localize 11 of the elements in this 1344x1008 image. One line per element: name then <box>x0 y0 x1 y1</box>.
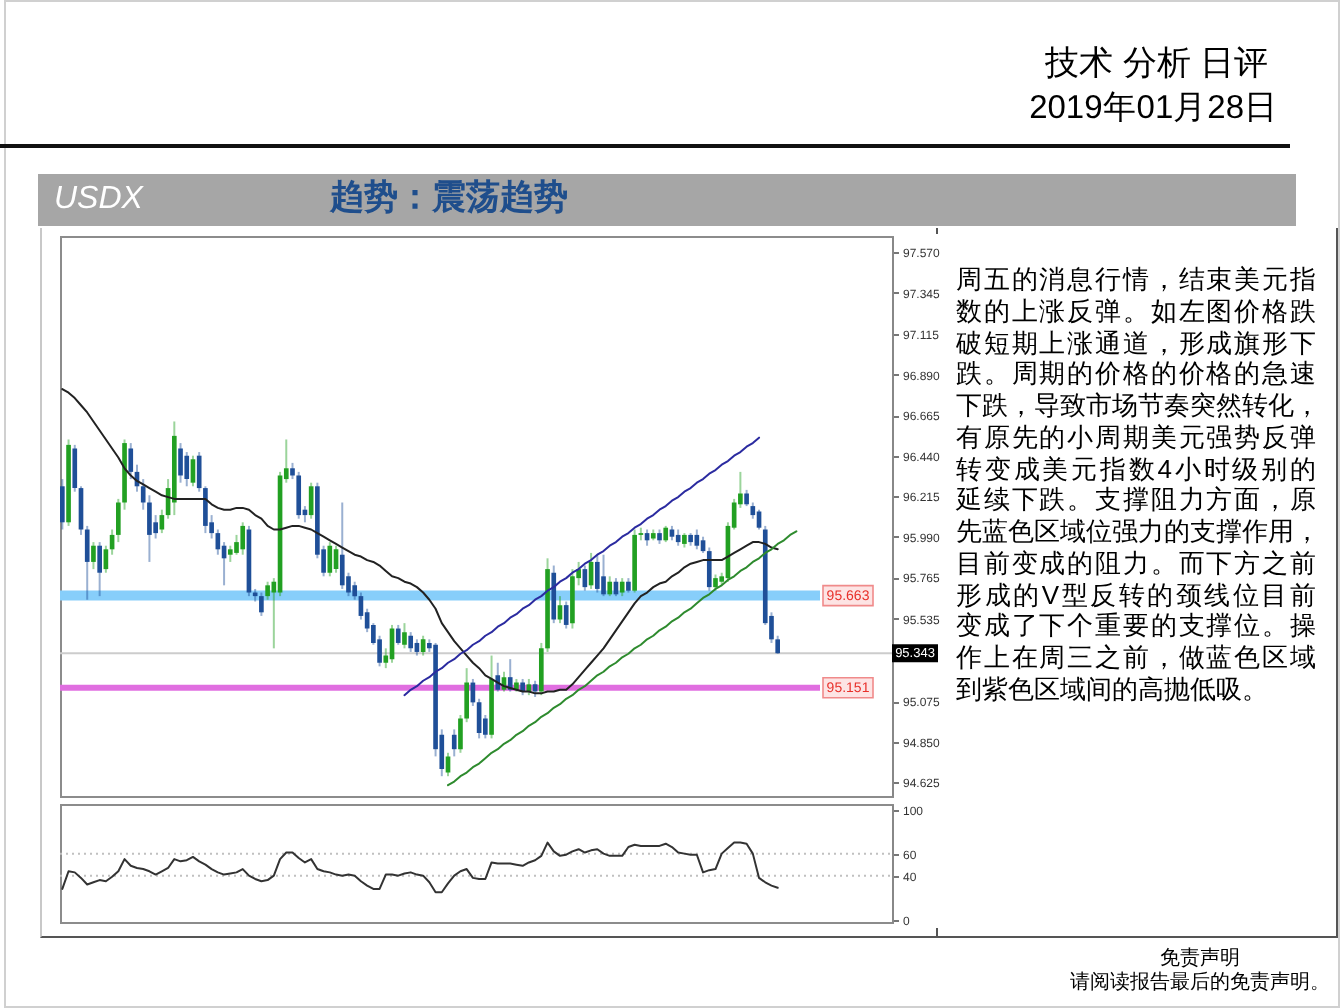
text: 周五的消息行情，结束美元指数的上涨反弹。如左图价格跌破短期上涨通道，形成旗形下跌。周期的价格的价格的急速下跌，导致市场节奏突然转化，有原先的小周期美元强势反弹转变成美元指数4小时级别的延续下跌。支撑阻力方面，原先蓝色区域位强力的支撑作用，目前变成的阻力。而下方之前形成的V型反转的颈线位目前变成了下个重要的支撑位。操作上在周三之前，做蓝色区域到紫色区域间的高抛低吸。 <box>956 264 1320 704</box>
line-series <box>61 388 779 695</box>
text: 免责声明 <box>1158 948 1242 971</box>
text: 2019年01月28日 <box>1029 90 1278 130</box>
text: 请阅读报告最后的免责声明。 <box>1068 972 1332 996</box>
chart-title: USDX <box>54 180 143 219</box>
line-series <box>403 436 761 697</box>
line-series <box>447 530 798 787</box>
line-series <box>61 841 779 894</box>
chart-subtitle: 趋势：震荡趋势 <box>330 178 568 219</box>
text: 技术 分析 日评 <box>1045 44 1268 85</box>
